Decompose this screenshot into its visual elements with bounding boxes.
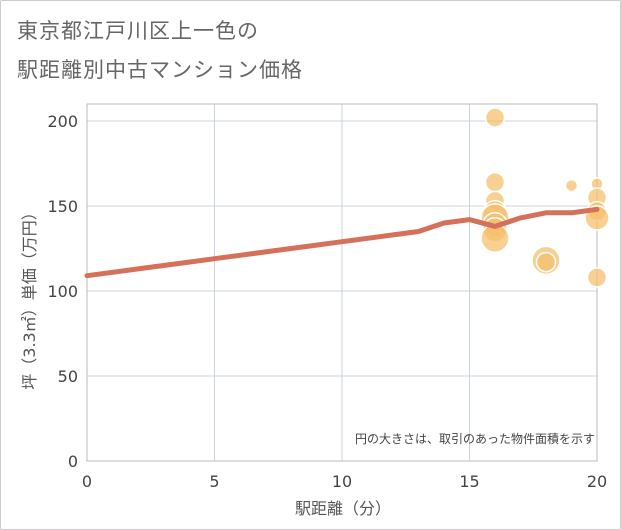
bubble-point	[484, 171, 506, 193]
x-tick-label: 5	[209, 472, 219, 491]
y-tick-label: 100	[47, 282, 78, 301]
chart-title-line-2: 駅距離別中古マンション価格	[17, 58, 303, 82]
y-tick-label: 0	[68, 452, 78, 471]
bubble-layer	[480, 107, 610, 288]
x-axis-label: 駅距離（分）	[295, 499, 391, 518]
trend-line	[84, 206, 600, 279]
x-tick-label: 20	[587, 472, 607, 491]
grid-lines	[86, 104, 598, 462]
trend-line-layer	[84, 206, 600, 279]
x-tick-label: 0	[82, 472, 92, 491]
bubble-point	[586, 267, 608, 288]
y-tick-label: 50	[58, 367, 78, 386]
y-tick-label: 200	[47, 112, 78, 131]
x-tick-label: 10	[332, 472, 352, 491]
y-axis-label: 坪（3.3㎡）単価（万円）	[20, 204, 39, 389]
bubble-size-note: 円の大きさは、取引のあった物件面積を示す	[355, 431, 595, 446]
x-tick-label: 15	[459, 472, 479, 491]
bubble-point	[564, 178, 579, 193]
bubble-point	[535, 251, 557, 273]
chart-title-line-1: 東京都江戸川区上一色の	[17, 19, 259, 43]
bubble-point	[484, 107, 506, 128]
y-tick-label: 150	[47, 197, 78, 216]
